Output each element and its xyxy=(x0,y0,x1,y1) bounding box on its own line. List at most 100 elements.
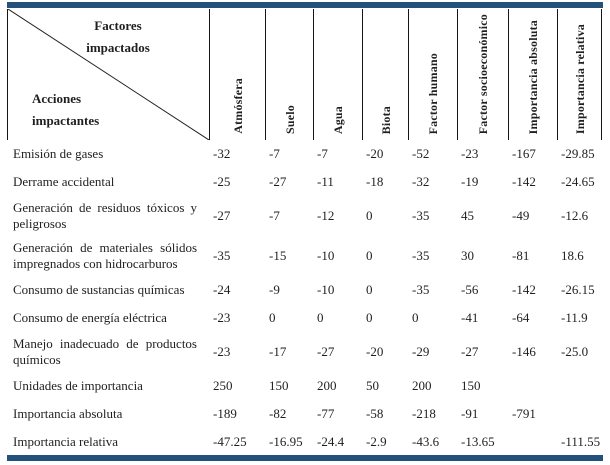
column-header-biota: Biota xyxy=(362,9,408,140)
cell-value: -218 xyxy=(412,406,436,421)
cell-value: -16.95 xyxy=(269,434,303,449)
cell-value: 0 xyxy=(269,310,276,325)
cell-value: -15 xyxy=(269,248,287,263)
cell-value: 150 xyxy=(461,378,481,393)
table-row-generacion-materiales-solidos: Generación de materiales sólidos impregn… xyxy=(7,236,603,276)
cell-value: 200 xyxy=(317,378,337,393)
row-label: Derrame accidental xyxy=(13,174,115,189)
cell-value: 45 xyxy=(461,208,474,223)
cell-value: -9 xyxy=(269,282,280,297)
column-header-importancia-relativa: Importancia relativa xyxy=(557,9,602,140)
cell-value: 0 xyxy=(317,310,324,325)
cell-value: -25 xyxy=(213,174,231,189)
cell-value: -81 xyxy=(512,248,530,263)
corner-label-acciones-impactantes: Acciones impactantes xyxy=(32,91,100,128)
column-header-label: Suelo xyxy=(282,104,297,134)
cell-value: -27 xyxy=(461,344,479,359)
cell-value: -24.4 xyxy=(317,434,345,449)
table-row-generacion-residuos-toxicos: Generación de residuos tóxicos y peligro… xyxy=(7,196,603,236)
cell-value: -7 xyxy=(317,146,328,161)
cell-value: 0 xyxy=(412,310,419,325)
column-header-label: Agua xyxy=(331,105,345,134)
cell-value: -2.9 xyxy=(366,434,387,449)
cell-value: -82 xyxy=(269,406,287,421)
cell-value: 30 xyxy=(461,248,474,263)
cell-value: -10 xyxy=(317,248,335,263)
row-label: Importancia absoluta xyxy=(13,406,123,421)
cell-value: -12 xyxy=(317,208,335,223)
column-header-factor-humano: Factor humano xyxy=(408,9,457,140)
table-row-manejo-inadecuado-productos: Manejo inadecuado de productos químicos … xyxy=(7,332,603,372)
cell-value: -20 xyxy=(366,344,384,359)
cell-value: 0 xyxy=(366,310,373,325)
table-row-consumo-energia-electrica: Consumo de energía eléctrica -23 0 0 0 0… xyxy=(7,304,603,332)
corner-cell: Factores impactados Acciones impactantes xyxy=(7,9,209,140)
column-header-suelo: Suelo xyxy=(265,9,313,140)
table-row-derrame-accidental: Derrame accidental -25 -27 -11 -18 -32 -… xyxy=(7,168,603,196)
column-header-atmosfera: Atmósfera xyxy=(209,9,265,140)
column-header-label: Factor humano xyxy=(426,52,440,134)
cell-value: -10 xyxy=(317,282,335,297)
table-row-importancia-absoluta: Importancia absoluta -189 -82 -77 -58 -2… xyxy=(7,400,603,428)
cell-value: 200 xyxy=(412,378,432,393)
cell-value: -29.85 xyxy=(561,146,595,161)
row-label: Consumo de energía eléctrica xyxy=(13,310,167,325)
cell-value: -35 xyxy=(412,248,430,263)
cell-value: -17 xyxy=(269,344,287,359)
cell-value: -24.65 xyxy=(561,174,595,189)
cell-value: -32 xyxy=(412,174,430,189)
row-label: Importancia relativa xyxy=(13,434,119,449)
cell-value: 50 xyxy=(366,378,379,393)
table-row-emision-de-gases: Emisión de gases -32 -7 -7 -20 -52 -23 -… xyxy=(7,140,603,168)
column-header-label: Importancia absoluta xyxy=(526,19,540,134)
row-label: Unidades de importancia xyxy=(13,378,143,393)
cell-value: -111.55 xyxy=(561,434,601,449)
cell-value: -142 xyxy=(512,174,536,189)
cell-value: -43.6 xyxy=(412,434,440,449)
corner-label-factores-impactados: Factores impactados xyxy=(86,18,150,55)
row-label: Manejo inadecuado de productos químicos xyxy=(13,336,197,367)
cell-value: -7 xyxy=(269,146,280,161)
cell-value: -189 xyxy=(213,406,237,421)
diagonal-line xyxy=(8,9,209,140)
cell-value: 150 xyxy=(269,378,289,393)
column-header-importancia-absoluta: Importancia absoluta xyxy=(508,9,557,140)
cell-value: -56 xyxy=(461,282,479,297)
cell-value: -91 xyxy=(461,406,479,421)
top-accent-bar xyxy=(7,2,603,8)
cell-value: -11 xyxy=(317,174,334,189)
cell-value: -29 xyxy=(412,344,430,359)
cell-value: -7 xyxy=(269,208,280,223)
cell-value: -23 xyxy=(461,146,479,161)
column-header-factor-socioeconomico: Factor socioeconómico xyxy=(457,9,508,140)
cell-value: 0 xyxy=(366,248,373,263)
table: Factores impactados Acciones impactantes… xyxy=(7,9,603,456)
row-label: Generación de materiales sólidos impregn… xyxy=(13,240,197,271)
cell-value: 18.6 xyxy=(561,248,584,263)
table-header-row: Factores impactados Acciones impactantes… xyxy=(7,9,603,140)
cell-value: -791 xyxy=(512,406,536,421)
cell-value: -35 xyxy=(412,282,430,297)
column-header-label: Factor socioeconómico xyxy=(476,13,490,134)
cell-value: -18 xyxy=(366,174,384,189)
table-row-unidades-de-importancia: Unidades de importancia 250 150 200 50 2… xyxy=(7,372,603,400)
cell-value: -58 xyxy=(366,406,384,421)
cell-value: 0 xyxy=(366,282,373,297)
cell-value: -20 xyxy=(366,146,384,161)
cell-value: -52 xyxy=(412,146,430,161)
column-header-agua: Agua xyxy=(313,9,362,140)
cell-value: -35 xyxy=(412,208,430,223)
column-header-label: Atmósfera xyxy=(230,78,245,134)
row-label: Emisión de gases xyxy=(13,146,104,161)
cell-value: -27 xyxy=(269,174,287,189)
bottom-accent-bar xyxy=(7,455,603,461)
cell-value: -142 xyxy=(512,282,536,297)
table-row-consumo-sustancias-quimicas: Consumo de sustancias químicas -24 -9 -1… xyxy=(7,276,603,304)
row-label: Generación de residuos tóxicos y peligro… xyxy=(13,200,197,231)
cell-value: -27 xyxy=(213,208,231,223)
cell-value: 250 xyxy=(213,378,233,393)
cell-value: -64 xyxy=(512,310,530,325)
cell-value: 0 xyxy=(366,208,373,223)
cell-value: -26.15 xyxy=(561,282,595,297)
